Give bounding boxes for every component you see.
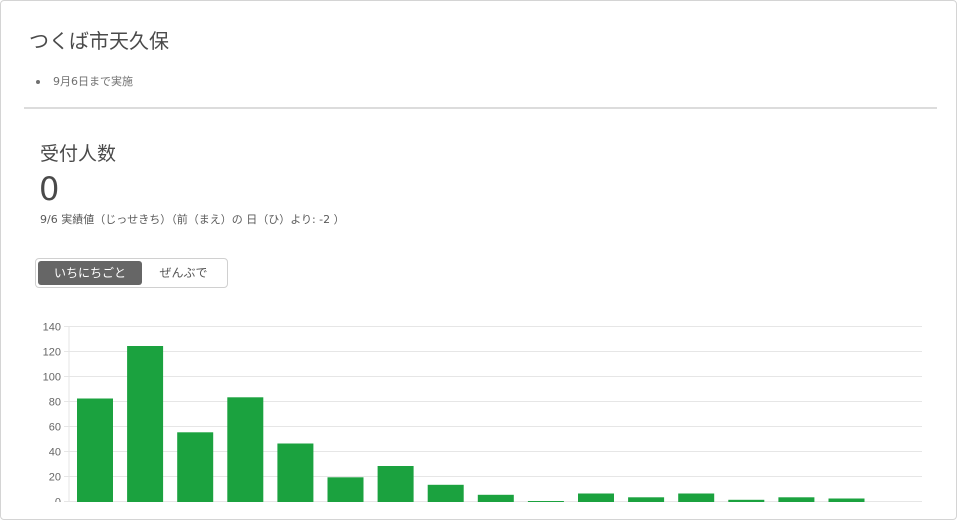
- view-toggle: いちにちごと ぜんぶで: [35, 258, 228, 288]
- y-tick-label: 60: [49, 422, 61, 434]
- y-tick-label: 140: [43, 322, 61, 334]
- y-tick-label: 0: [55, 497, 61, 503]
- note-item: 9月6日まで実施: [35, 73, 133, 91]
- y-tick-label: 20: [49, 472, 61, 484]
- bar: [477, 494, 514, 502]
- location-title: つくば市天久保: [29, 29, 169, 53]
- bar: [227, 397, 264, 502]
- toggle-daily-button[interactable]: いちにちごと: [38, 261, 142, 285]
- bar: [828, 498, 865, 502]
- y-tick-label: 120: [43, 347, 61, 359]
- metric-title: 受付人数: [40, 143, 117, 165]
- section-divider: [24, 107, 937, 109]
- bar: [177, 432, 214, 502]
- y-tick-label: 40: [49, 447, 61, 459]
- y-tick-label: 80: [49, 397, 61, 409]
- bar: [678, 493, 715, 502]
- bar: [377, 466, 414, 502]
- metric-subtitle: 9/6 実績値（じっせきち）（前（まえ）の 日（ひ）より: -2 ）: [40, 213, 345, 226]
- y-tick-label: 100: [43, 372, 61, 384]
- bar: [628, 497, 665, 502]
- bar: [427, 484, 464, 502]
- bar: [77, 398, 113, 502]
- bar: [277, 443, 314, 502]
- bar: [578, 493, 614, 502]
- bar: [728, 499, 765, 502]
- bar-chart: 0 20 40 60 80 100 120 140: [43, 322, 922, 503]
- metric-value: 0: [39, 170, 60, 208]
- bar: [127, 346, 164, 502]
- notes-list: 9月6日まで実施: [35, 73, 133, 91]
- bar: [778, 497, 815, 502]
- bar: [327, 477, 364, 502]
- toggle-total-button[interactable]: ぜんぶで: [159, 266, 208, 280]
